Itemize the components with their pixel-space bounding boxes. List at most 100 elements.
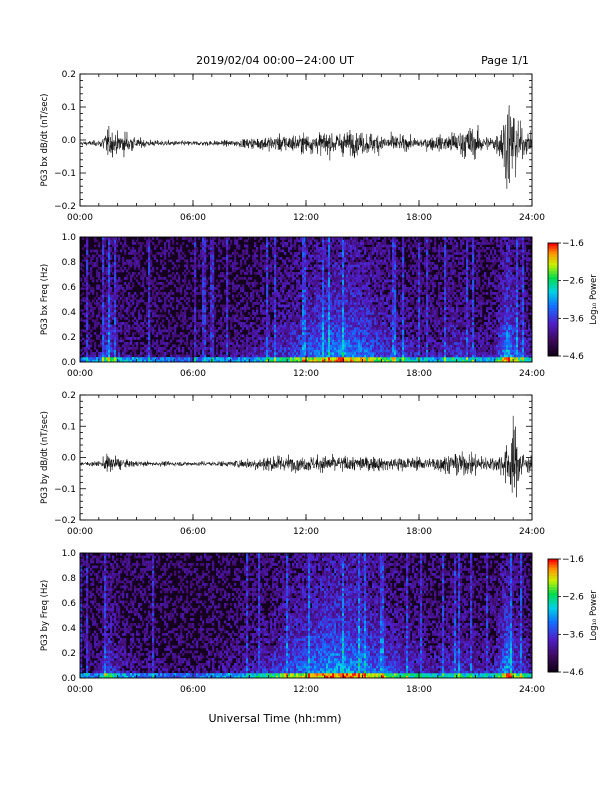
heatmap-cell <box>264 344 267 348</box>
heatmap-cell <box>350 264 353 268</box>
heatmap-cell <box>212 339 215 343</box>
heatmap-cell <box>318 324 321 328</box>
heatmap-cell <box>326 342 329 345</box>
heatmap-cell <box>324 252 327 255</box>
heatmap-cell <box>84 314 87 318</box>
heatmap-cell <box>210 317 213 320</box>
heatmap-cell <box>114 299 117 303</box>
heatmap-cell <box>110 339 113 343</box>
heatmap-cell <box>86 294 89 298</box>
heatmap-cell <box>362 329 365 333</box>
heatmap-cell <box>142 322 145 325</box>
heatmap-cell <box>302 342 305 345</box>
heatmap-cell <box>284 237 287 240</box>
heatmap-cell <box>148 289 151 293</box>
heatmap-cell <box>306 274 309 278</box>
heatmap-cell <box>350 332 353 335</box>
heatmap-cell <box>90 334 93 338</box>
heatmap-cell <box>220 317 223 320</box>
heatmap-cell <box>354 342 357 345</box>
heatmap-cell <box>328 284 331 288</box>
heatmap-cell <box>88 357 91 360</box>
heatmap-cell <box>266 312 269 315</box>
heatmap-cell <box>294 289 297 293</box>
heatmap-cell <box>292 357 295 360</box>
heatmap-cell <box>320 322 323 325</box>
heatmap-cell <box>104 302 107 305</box>
heatmap-cell <box>332 292 335 295</box>
heatmap-cell <box>174 357 177 360</box>
heatmap-cell <box>286 339 289 343</box>
heatmap-cell <box>96 262 99 265</box>
heatmap-cell <box>108 314 111 318</box>
heatmap-cell <box>224 319 227 323</box>
heatmap-cell <box>132 252 135 255</box>
heatmap-cell <box>80 319 83 323</box>
heatmap-cell <box>288 337 291 340</box>
heatmap-cell <box>132 302 135 305</box>
heatmap-cell <box>154 279 157 283</box>
heatmap-cell <box>124 347 127 350</box>
heatmap-cell <box>260 244 263 248</box>
heatmap-cell <box>222 322 225 325</box>
heatmap-cell <box>206 319 209 323</box>
heatmap-cell <box>290 329 293 333</box>
heatmap-cell <box>180 337 183 340</box>
heatmap-cell <box>304 349 307 353</box>
heatmap-cell <box>240 259 243 263</box>
heatmap-cell <box>290 247 293 250</box>
heatmap-cell <box>126 317 129 320</box>
heatmap-cell <box>282 287 285 290</box>
heatmap-cell <box>328 337 331 340</box>
heatmap-cell <box>324 347 327 350</box>
heatmap-cell <box>94 262 97 265</box>
heatmap-cell <box>326 259 329 263</box>
heatmap-cell <box>344 249 347 253</box>
y-tick-label: 0.2 <box>62 70 76 80</box>
heatmap-cell <box>296 349 299 353</box>
heatmap-cell <box>188 299 191 303</box>
heatmap-cell <box>260 299 263 303</box>
heatmap-cell <box>296 254 299 258</box>
heatmap-cell <box>144 357 147 360</box>
heatmap-cell <box>94 332 97 335</box>
heatmap-cell <box>114 267 117 270</box>
heatmap-cell <box>202 304 205 308</box>
heatmap-cell <box>284 327 287 330</box>
heatmap-cell <box>290 359 293 363</box>
heatmap-cell <box>194 277 197 280</box>
heatmap-cell <box>364 349 367 353</box>
heatmap-cell <box>258 347 261 350</box>
heatmap-cell <box>330 259 333 263</box>
heatmap-cell <box>234 242 237 245</box>
heatmap-cell <box>82 337 85 340</box>
heatmap-cell <box>328 262 331 265</box>
heatmap-cell <box>308 252 311 255</box>
heatmap-cell <box>352 322 355 325</box>
heatmap-cell <box>304 289 307 293</box>
heatmap-cell <box>132 262 135 265</box>
heatmap-cell <box>148 319 151 323</box>
heatmap-cell <box>132 297 135 300</box>
heatmap-cell <box>264 277 267 280</box>
heatmap-cell <box>342 269 345 273</box>
heatmap-cell <box>244 244 247 248</box>
heatmap-cell <box>100 249 103 253</box>
heatmap-cell <box>342 309 345 313</box>
heatmap-cell <box>124 337 127 340</box>
heatmap-cell <box>226 347 229 350</box>
heatmap-cell <box>350 354 353 358</box>
heatmap-cell <box>104 339 107 343</box>
heatmap-cell <box>284 307 287 310</box>
heatmap-cell <box>212 287 215 290</box>
heatmap-cell <box>236 247 239 250</box>
heatmap-cell <box>162 324 165 328</box>
heatmap-cell <box>300 354 303 358</box>
heatmap-cell <box>290 324 293 328</box>
heatmap-cell <box>332 322 335 325</box>
heatmap-cell <box>326 272 329 275</box>
heatmap-cell <box>140 334 143 338</box>
heatmap-cell <box>204 294 207 298</box>
heatmap-cell <box>110 342 113 345</box>
heatmap-cell <box>364 292 367 295</box>
